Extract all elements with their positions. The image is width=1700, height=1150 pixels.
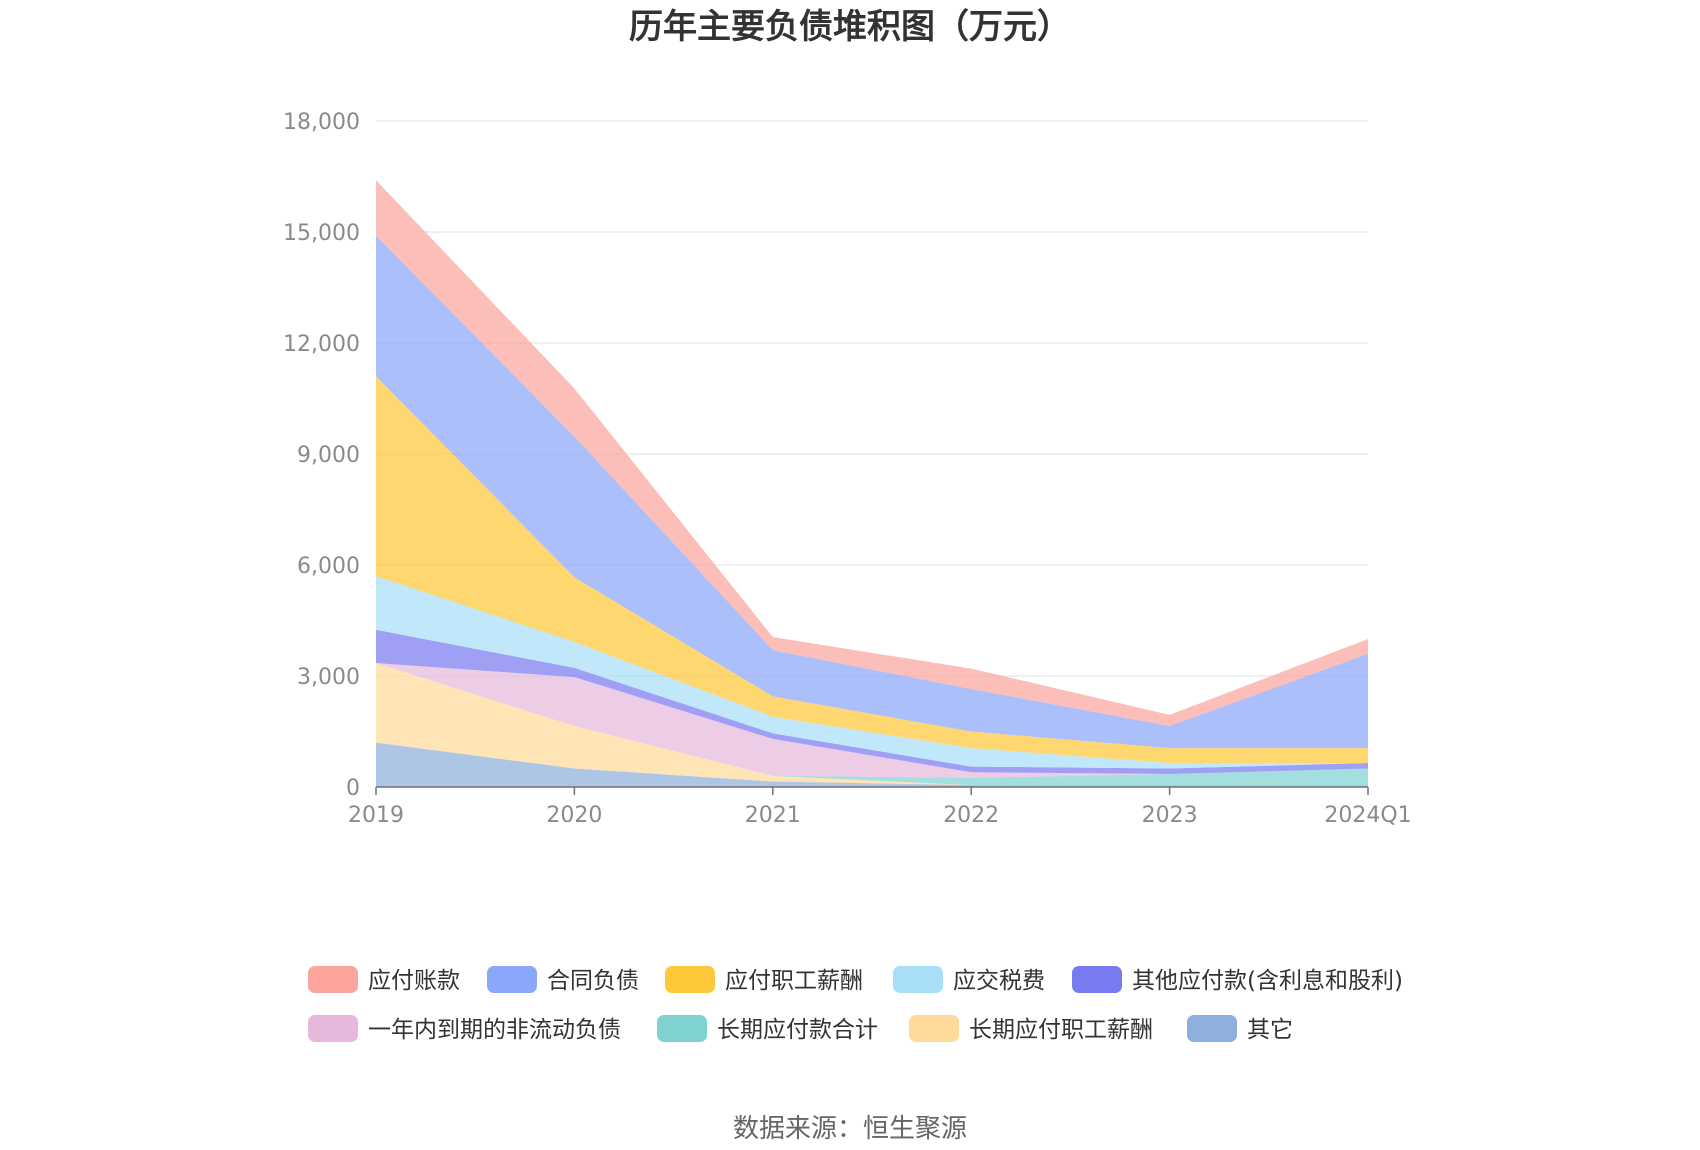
x-tick-label: 2024Q1 <box>1324 803 1411 828</box>
legend-swatch <box>1187 1015 1237 1042</box>
legend-label: 长期应付职工薪酬 <box>969 1017 1153 1043</box>
legend-item[interactable]: 长期应付款合计 <box>657 1015 878 1043</box>
area-series-1 <box>376 663 1368 786</box>
legend-label: 其他应付款(含利息和股利) <box>1132 968 1403 994</box>
y-tick-label: 15,000 <box>283 221 360 246</box>
y-tick-label: 12,000 <box>283 332 360 357</box>
legend-swatch <box>665 966 715 993</box>
y-tick-label: 3,000 <box>297 665 360 690</box>
legend-label: 合同负债 <box>547 968 639 994</box>
legend-swatch <box>1072 966 1122 993</box>
legend-label: 其它 <box>1247 1017 1293 1043</box>
legend-swatch <box>657 1015 707 1042</box>
legend-item[interactable]: 其他应付款(含利息和股利) <box>1072 966 1403 994</box>
x-tick-label: 2020 <box>546 803 602 828</box>
data-source: 数据来源：恒生聚源 <box>733 1114 967 1144</box>
legend-item[interactable]: 其它 <box>1187 1015 1293 1043</box>
area-series-0 <box>376 742 1368 787</box>
y-tick-label: 9,000 <box>297 443 360 468</box>
legend-item[interactable]: 应交税费 <box>893 966 1045 994</box>
legend-label: 一年内到期的非流动负债 <box>368 1017 621 1043</box>
legend-swatch <box>893 966 943 993</box>
legend-item[interactable]: 应付职工薪酬 <box>665 966 863 994</box>
y-tick-label: 6,000 <box>297 554 360 579</box>
legend-swatch <box>487 966 537 993</box>
legend-label: 应交税费 <box>953 968 1045 994</box>
x-tick-label: 2022 <box>943 803 999 828</box>
legend-item[interactable]: 合同负债 <box>487 966 639 994</box>
legend-item[interactable]: 长期应付职工薪酬 <box>909 1015 1153 1043</box>
area-series-2 <box>376 663 1368 786</box>
x-tick-label: 2021 <box>745 803 801 828</box>
legend-item[interactable]: 一年内到期的非流动负债 <box>308 1015 621 1043</box>
y-tick-label: 0 <box>346 776 360 801</box>
legend-swatch <box>308 966 358 993</box>
legend-swatch <box>308 1015 358 1042</box>
legend: 应付账款 合同负债 应付职工薪酬 应交税费 其他应付款(含利息和股利) 一年内到期的非流动… <box>308 966 1403 1043</box>
area-series-7 <box>376 235 1368 749</box>
area-series <box>376 180 1368 787</box>
legend-label: 应付职工薪酬 <box>725 968 863 994</box>
x-tick-label: 2023 <box>1142 803 1198 828</box>
area-series-3 <box>376 663 1368 778</box>
x-tick-label: 2019 <box>348 803 404 828</box>
y-tick-label: 18,000 <box>283 110 360 135</box>
x-axis-ticks: 2019 2020 2021 2022 2023 2024Q1 <box>348 787 1412 828</box>
legend-label: 应付账款 <box>368 968 460 994</box>
chart-title: 历年主要负债堆积图（万元） <box>629 7 1071 47</box>
y-axis-ticks: 0 3,000 6,000 9,000 12,000 15,000 18,000 <box>283 110 360 801</box>
legend-item[interactable]: 应付账款 <box>308 966 460 994</box>
legend-label: 长期应付款合计 <box>717 1017 878 1043</box>
legend-swatch <box>909 1015 959 1042</box>
